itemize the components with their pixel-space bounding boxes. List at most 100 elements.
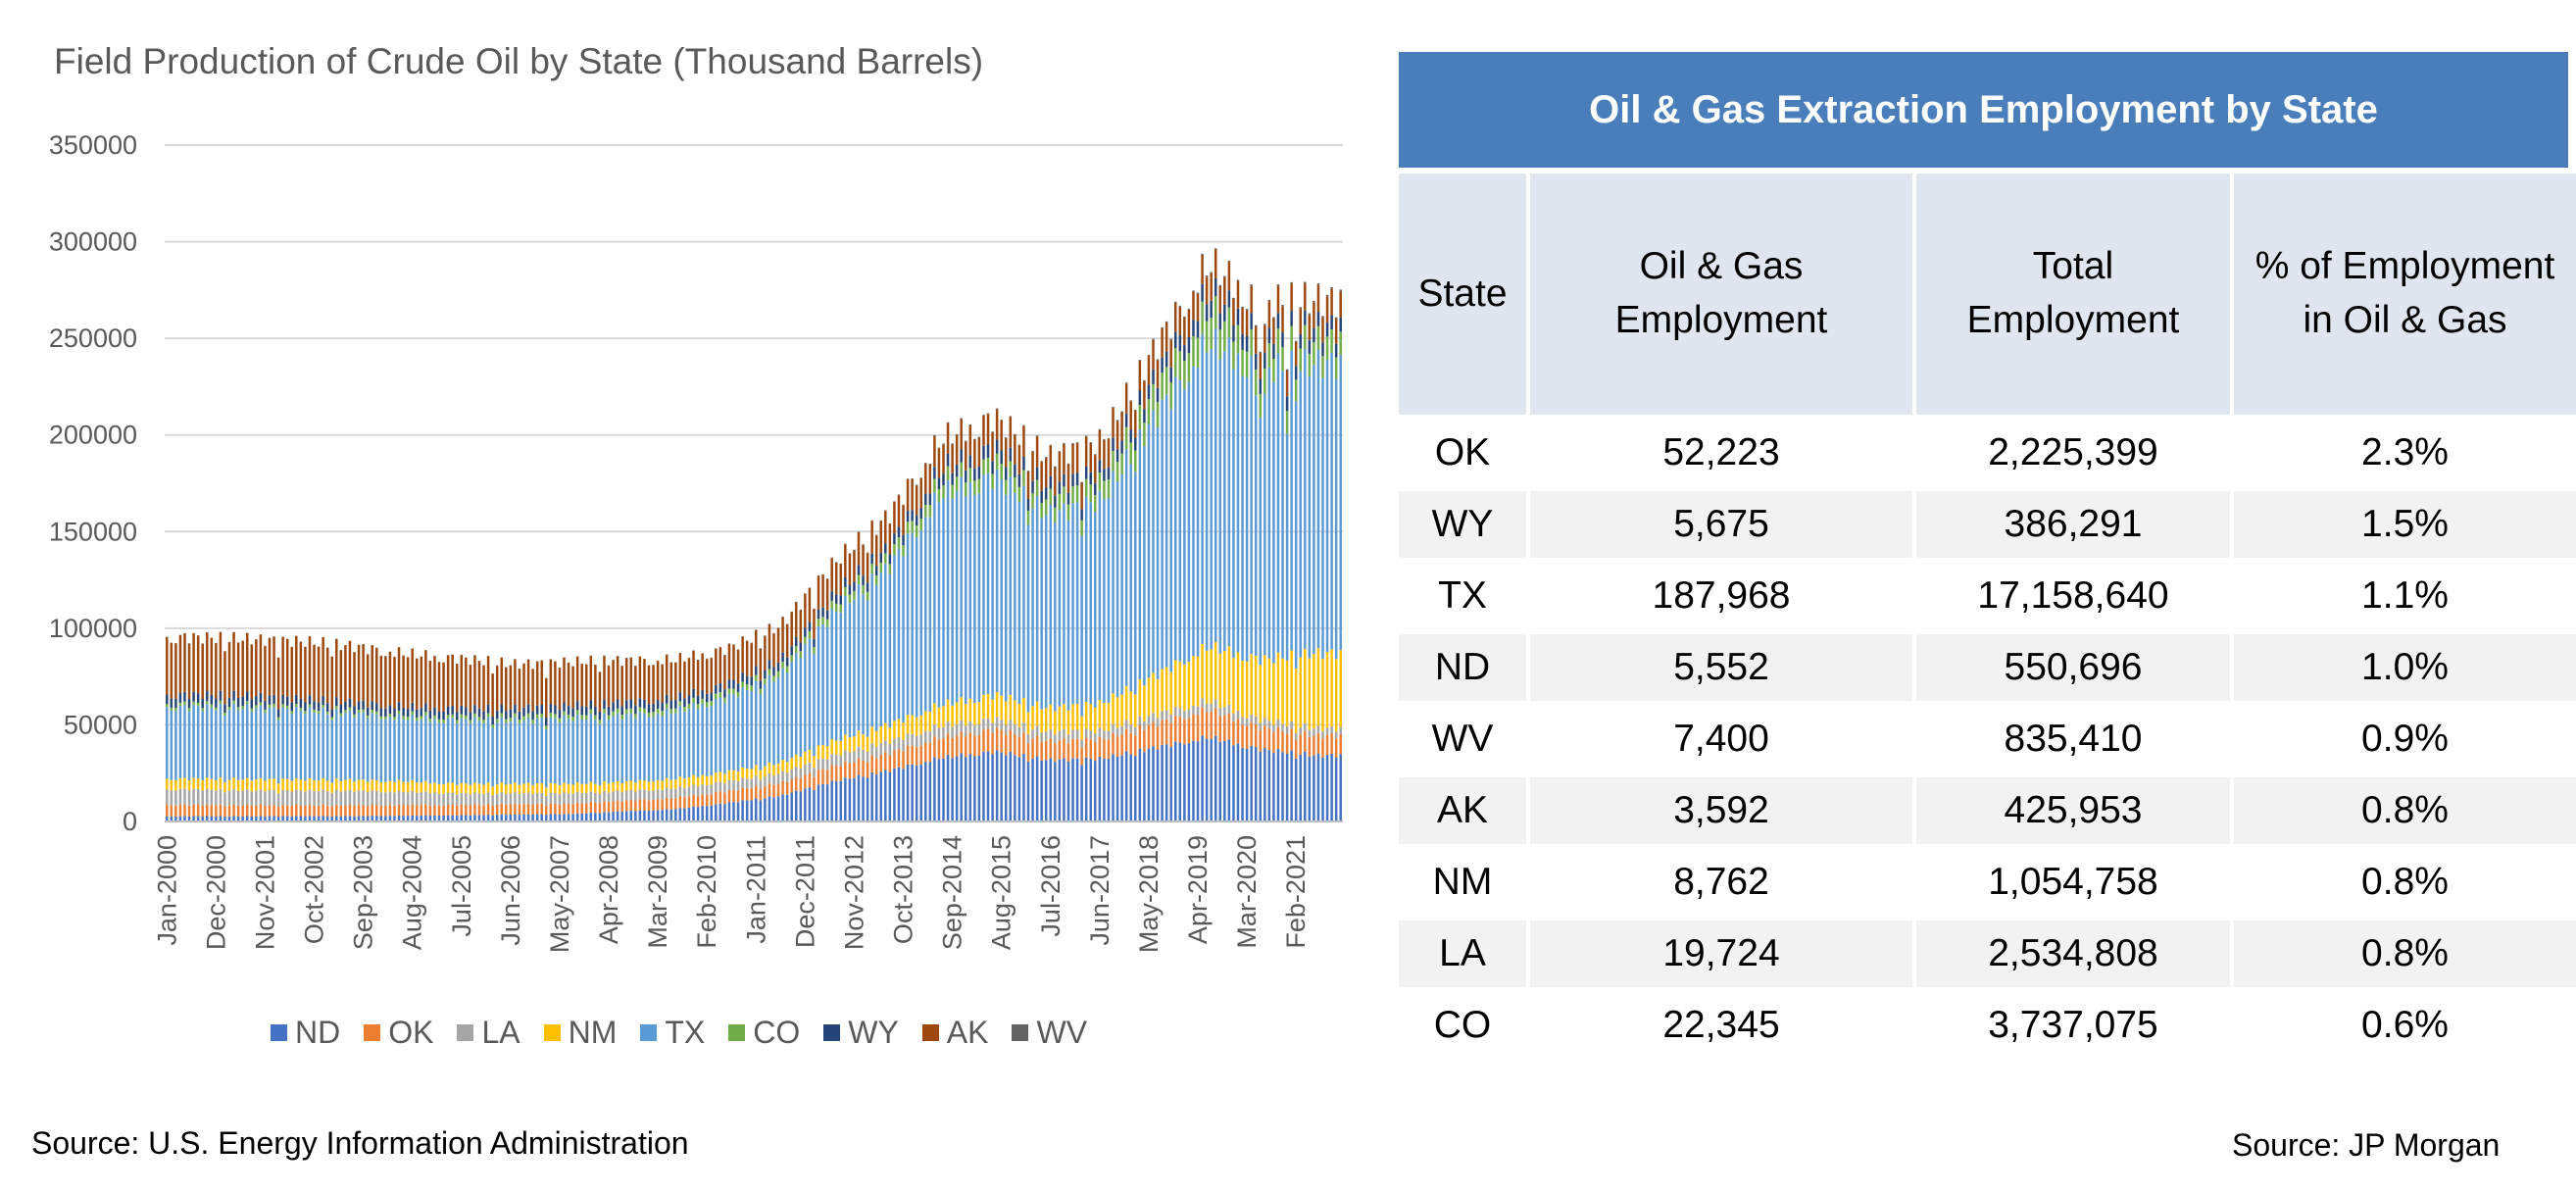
bar-segment-nm xyxy=(960,697,963,721)
bar-segment-la xyxy=(1156,718,1160,727)
bar-segment-nm xyxy=(696,776,700,787)
bar-segment-ak xyxy=(705,659,709,694)
bar-segment-wy xyxy=(554,705,557,715)
bar-segment-ak xyxy=(589,656,593,701)
bar-segment-nm xyxy=(1054,711,1057,735)
bar-segment-wy xyxy=(768,660,771,670)
bar-segment-la xyxy=(1112,723,1115,733)
bar-segment-ak xyxy=(1000,420,1003,451)
bar-segment-ok xyxy=(241,805,244,817)
bar-segment-nm xyxy=(1164,667,1168,711)
y-tick-label: 100000 xyxy=(49,614,137,643)
bar-segment-la xyxy=(1299,727,1302,735)
bar-segment-nd xyxy=(308,816,312,821)
bar-segment-ak xyxy=(718,647,722,684)
bar-segment-la xyxy=(219,788,223,805)
bar-segment-wv xyxy=(1129,400,1132,402)
bar-segment-tx xyxy=(371,713,373,780)
bar-segment-co xyxy=(1169,382,1172,410)
bar-segment-nd xyxy=(825,784,829,821)
x-tick-label: May-2007 xyxy=(545,835,574,953)
bar-segment-nm xyxy=(853,736,856,752)
bar-segment-wy xyxy=(1272,343,1275,360)
bar-segment-co xyxy=(1294,379,1298,402)
bar-segment-ok xyxy=(973,735,976,757)
bar-segment-nd xyxy=(804,788,807,821)
bar-segment-nm xyxy=(973,702,976,725)
bar-segment-wv xyxy=(995,408,999,410)
bar-segment-co xyxy=(825,619,829,627)
bar-segment-co xyxy=(1138,405,1142,429)
bar-segment-nm xyxy=(1299,657,1302,728)
table-cell: TX xyxy=(1399,563,1526,629)
bar-segment-tx xyxy=(1044,515,1048,709)
table-cell: 425,953 xyxy=(1916,777,2230,844)
bar-segment-nd xyxy=(366,816,370,821)
bar-segment-ok xyxy=(357,805,361,817)
bar-segment-tx xyxy=(183,704,186,778)
bar-segment-ok xyxy=(514,803,517,815)
bar-segment-wv xyxy=(1330,286,1333,289)
bar-segment-tx xyxy=(1169,409,1172,672)
bar-segment-nm xyxy=(928,712,932,732)
bar-segment-nm xyxy=(196,778,200,790)
bar-segment-tx xyxy=(1089,502,1092,705)
bar-segment-ak xyxy=(272,636,275,695)
bar-segment-ok xyxy=(652,799,655,811)
bar-segment-tx xyxy=(174,711,177,780)
bar-segment-nd xyxy=(255,816,258,821)
bar-segment-la xyxy=(745,778,749,789)
bar-segment-wy xyxy=(366,707,370,717)
bar-segment-la xyxy=(366,792,370,806)
bar-segment-ak xyxy=(781,617,784,653)
bar-segment-tx xyxy=(535,718,539,784)
bar-segment-co xyxy=(732,688,735,695)
bar-segment-tx xyxy=(1164,394,1168,668)
bar-segment-nd xyxy=(585,813,588,821)
table-cell: 386,291 xyxy=(1916,491,2230,558)
bar-segment-nd xyxy=(1241,747,1244,821)
bar-segment-co xyxy=(1161,373,1164,400)
bar-segment-wv xyxy=(799,609,803,611)
bar-segment-la xyxy=(379,792,383,806)
bar-segment-la xyxy=(857,746,861,759)
bar-segment-wy xyxy=(531,711,534,721)
bar-segment-tx xyxy=(245,704,249,778)
bar-segment-la xyxy=(1227,704,1231,714)
bar-segment-wy xyxy=(982,445,985,460)
bar-segment-la xyxy=(977,723,981,735)
bar-segment-nm xyxy=(874,730,878,748)
bar-segment-ak xyxy=(465,657,468,708)
bar-segment-ok xyxy=(170,805,173,817)
bar-segment-wy xyxy=(446,706,450,716)
bar-segment-wy xyxy=(1192,320,1195,336)
bar-segment-wy xyxy=(451,706,454,715)
bar-segment-nm xyxy=(776,763,780,774)
bar-segment-nm xyxy=(652,781,655,791)
bar-segment-la xyxy=(965,725,967,737)
bar-segment-wy xyxy=(1094,482,1097,495)
bar-segment-nm xyxy=(526,782,530,793)
bar-segment-tx xyxy=(1254,395,1258,656)
table-cell: OK xyxy=(1399,420,1526,486)
bar-segment-co xyxy=(371,710,373,714)
bar-segment-co xyxy=(1210,318,1213,350)
bar-segment-wy xyxy=(1161,357,1164,373)
bar-segment-co xyxy=(1120,453,1123,474)
bar-segment-wy xyxy=(772,667,775,676)
bar-segment-wy xyxy=(477,708,481,718)
table-row: TX 187,968 17,158,640 1.1% xyxy=(1399,563,2576,629)
bar-segment-wy xyxy=(1071,473,1074,487)
bar-segment-nm xyxy=(902,722,905,740)
bar-segment-wy xyxy=(580,706,583,716)
bar-segment-tx xyxy=(687,708,691,777)
bar-segment-nd xyxy=(1196,741,1200,821)
bar-segment-co xyxy=(545,725,548,729)
bar-segment-wy xyxy=(255,696,258,706)
bar-segment-la xyxy=(446,792,450,806)
bar-segment-ak xyxy=(558,668,562,711)
bar-segment-tx xyxy=(1066,520,1070,711)
bar-segment-la xyxy=(433,792,436,806)
bar-segment-nm xyxy=(830,739,833,755)
bar-segment-wy xyxy=(594,706,597,716)
